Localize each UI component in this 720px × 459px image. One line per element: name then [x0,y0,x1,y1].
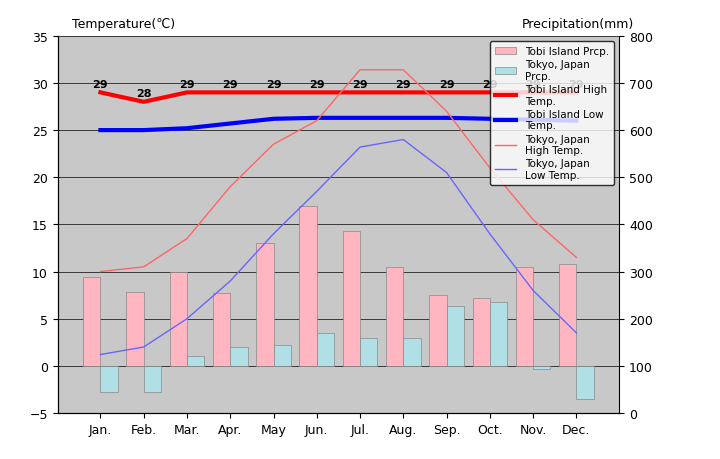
Bar [533,366,550,369]
Bar [516,267,533,366]
Bar [300,207,317,366]
Text: 29: 29 [482,79,498,90]
Text: 29: 29 [309,79,325,90]
Text: 29: 29 [222,79,238,90]
Text: 29: 29 [352,79,368,90]
Text: 28: 28 [136,89,151,99]
Bar [559,264,577,366]
Bar [403,338,420,366]
Text: 29: 29 [266,79,282,90]
Bar [577,366,594,399]
Bar [187,357,204,366]
Text: Precipitation(mm): Precipitation(mm) [521,18,634,31]
Bar [317,333,334,366]
Bar [144,366,161,392]
Text: 29: 29 [438,79,454,90]
Bar [127,293,144,366]
Bar [429,296,446,366]
Bar [213,294,230,366]
Legend: Tobi Island Prcp., Tokyo, Japan
Prcp., Tobi Island High
Temp., Tobi Island Low
T: Tobi Island Prcp., Tokyo, Japan Prcp., T… [490,42,614,185]
Text: 29: 29 [93,79,108,90]
Text: 29: 29 [395,79,411,90]
Bar [446,307,464,366]
Bar [360,338,377,366]
Bar [472,298,490,366]
Text: Temperature(℃): Temperature(℃) [72,18,175,31]
Bar [100,366,118,392]
Text: 29: 29 [179,79,195,90]
Bar [490,302,507,366]
Bar [83,278,100,366]
Bar [386,267,403,366]
Text: 29: 29 [526,79,541,90]
Bar [343,231,360,366]
Bar [256,244,274,366]
Bar [230,347,248,366]
Bar [274,345,291,366]
Bar [170,273,187,366]
Text: 29: 29 [569,79,584,90]
